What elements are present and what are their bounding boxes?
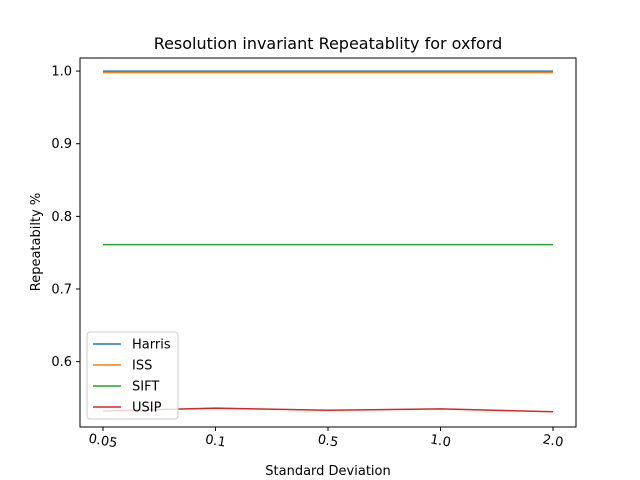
x-axis-ticks: 0.05 0.1 0.5 1.0 2.0	[87, 427, 564, 451]
legend-label-sift: SIFT	[132, 380, 159, 395]
y-tick-label: 1.0	[51, 65, 72, 80]
x-tick-label: 0.5	[316, 432, 339, 450]
y-tick-label: 0.8	[51, 210, 72, 225]
x-tick-label: 2.0	[541, 432, 564, 450]
y-tick-label: 0.7	[51, 282, 72, 297]
y-axis-ticks: 0.6 0.7 0.8 0.9 1.0	[51, 65, 80, 370]
legend-label-usip: USIP	[132, 401, 162, 416]
legend-label-iss: ISS	[132, 359, 152, 374]
x-axis-label: Standard Deviation	[265, 464, 390, 479]
legend-label-harris: Harris	[132, 338, 171, 353]
chart-title: Resolution invariant Repeatablity for ox…	[154, 34, 503, 53]
x-tick-label: 0.1	[204, 432, 227, 450]
legend: Harris ISS SIFT USIP	[86, 331, 179, 420]
y-tick-label: 0.6	[51, 355, 72, 370]
y-axis-label: Repeatabilty %	[29, 193, 44, 291]
x-tick-label: 1.0	[429, 432, 452, 450]
y-tick-label: 0.9	[51, 137, 72, 152]
legend-box	[86, 331, 179, 420]
x-tick-label: 0.05	[87, 432, 118, 452]
